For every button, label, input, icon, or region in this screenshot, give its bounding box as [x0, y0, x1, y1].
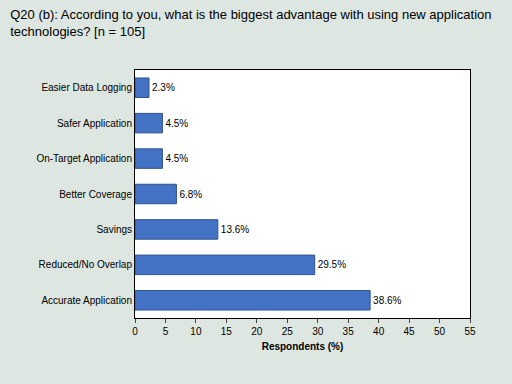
svg-text:4.5%: 4.5%	[165, 118, 188, 129]
svg-text:29.5%: 29.5%	[318, 259, 346, 270]
svg-text:38.6%: 38.6%	[373, 295, 401, 306]
svg-text:2.3%: 2.3%	[152, 82, 175, 93]
svg-text:30: 30	[312, 326, 324, 337]
svg-text:25: 25	[282, 326, 294, 337]
svg-text:50: 50	[434, 326, 446, 337]
svg-text:6.8%: 6.8%	[179, 189, 202, 200]
svg-text:5: 5	[163, 326, 169, 337]
svg-text:10: 10	[190, 326, 202, 337]
svg-text:Reduced/No Overlap: Reduced/No Overlap	[39, 259, 133, 270]
svg-text:Q20 (b): According to you, wha: Q20 (b): According to you, what is the b…	[10, 7, 491, 39]
svg-text:4.5%: 4.5%	[165, 153, 188, 164]
svg-text:15: 15	[221, 326, 233, 337]
svg-text:20: 20	[251, 326, 263, 337]
svg-text:Better Coverage: Better Coverage	[59, 189, 132, 200]
svg-text:55: 55	[464, 326, 476, 337]
svg-text:Respondents (%): Respondents (%)	[262, 341, 344, 352]
svg-text:13.6%: 13.6%	[221, 224, 249, 235]
svg-text:40: 40	[373, 326, 385, 337]
svg-text:Easier Data Logging: Easier Data Logging	[41, 82, 132, 93]
svg-text:On-Target Application: On-Target Application	[36, 153, 132, 164]
svg-text:Safer Application: Safer Application	[57, 118, 132, 129]
svg-text:Savings: Savings	[96, 224, 132, 235]
svg-text:0: 0	[132, 326, 138, 337]
svg-text:45: 45	[404, 326, 416, 337]
svg-text:Accurate Application: Accurate Application	[41, 295, 132, 306]
svg-text:35: 35	[343, 326, 355, 337]
